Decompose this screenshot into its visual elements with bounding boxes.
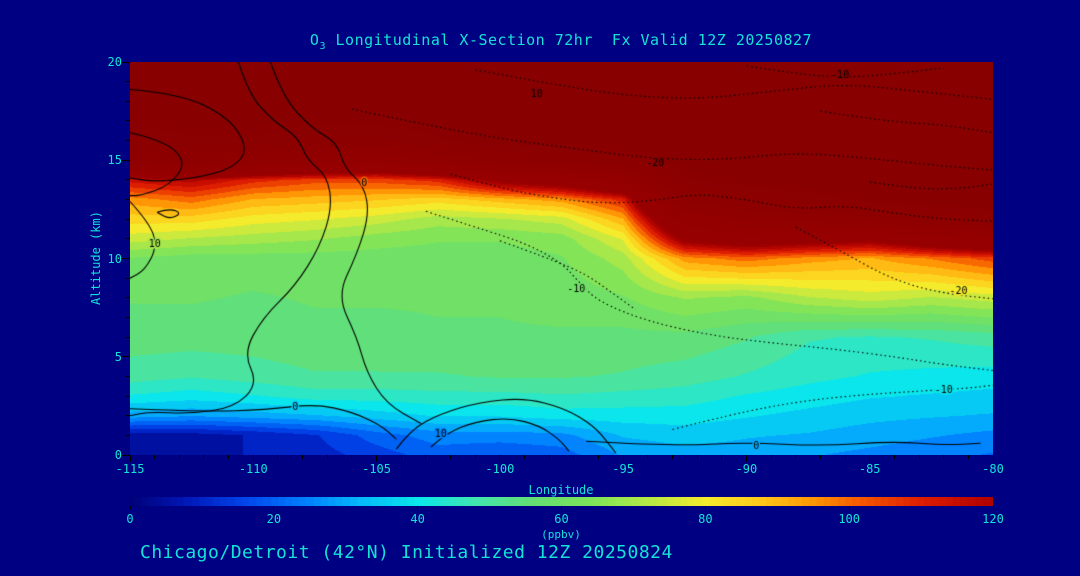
x-axis-label: Longitude bbox=[528, 483, 594, 497]
colorbar-tick-label: 40 bbox=[410, 512, 425, 526]
x-axis-tick bbox=[597, 455, 599, 459]
y-axis-tick bbox=[126, 218, 130, 220]
colorbar-tick bbox=[129, 506, 131, 509]
x-axis-tick bbox=[770, 455, 772, 459]
y-axis-tick bbox=[126, 140, 130, 142]
x-axis-tick bbox=[178, 455, 180, 459]
y-axis-tick bbox=[126, 415, 130, 417]
x-axis-tick bbox=[277, 455, 279, 459]
y-axis-tick-label: 20 bbox=[107, 55, 122, 69]
x-axis-tick bbox=[302, 455, 304, 459]
x-axis-tick bbox=[967, 455, 969, 459]
y-axis-tick bbox=[126, 395, 130, 397]
colorbar-tick bbox=[848, 506, 850, 509]
colorbar-tick-label: 80 bbox=[698, 512, 713, 526]
colorbar-units: (ppbv) bbox=[541, 528, 581, 541]
y-axis-tick bbox=[126, 100, 130, 102]
y-axis-tick bbox=[126, 179, 130, 181]
x-axis-tick-label: -100 bbox=[485, 462, 515, 476]
y-axis-tick-label: 15 bbox=[107, 153, 122, 168]
x-axis-tick bbox=[893, 455, 895, 459]
x-axis-tick-label: -115 bbox=[115, 462, 145, 476]
x-axis-tick bbox=[696, 455, 698, 459]
x-axis-tick bbox=[573, 455, 575, 459]
footer-caption: Chicago/Detroit (42°N) Initialized 12Z 2… bbox=[140, 542, 673, 563]
y-axis-tick bbox=[122, 258, 130, 259]
x-axis-tick-label: -110 bbox=[238, 462, 268, 476]
x-axis-tick bbox=[425, 455, 427, 459]
y-axis-tick bbox=[122, 454, 130, 456]
y-axis-tick-label: 5 bbox=[114, 349, 122, 364]
x-axis-tick bbox=[844, 455, 846, 459]
x-axis-tick bbox=[721, 455, 723, 459]
y-axis-tick bbox=[126, 81, 130, 83]
x-axis-tick bbox=[154, 455, 156, 459]
x-axis-tick bbox=[326, 455, 328, 459]
y-axis-tick bbox=[126, 120, 130, 122]
x-axis-tick-label: -90 bbox=[735, 462, 758, 476]
y-axis-tick-label: 10 bbox=[107, 251, 122, 266]
colorbar-tick-label: 20 bbox=[266, 512, 282, 526]
x-axis-tick bbox=[474, 455, 476, 459]
colorbar-tick-label: 60 bbox=[554, 512, 569, 526]
x-axis-tick bbox=[671, 455, 673, 459]
x-axis-tick bbox=[351, 455, 353, 459]
colorbar-tick-label: 120 bbox=[982, 512, 1004, 526]
x-axis-tick bbox=[795, 455, 797, 459]
x-axis-tick bbox=[819, 455, 821, 459]
x-axis-tick bbox=[548, 455, 550, 459]
x-axis-tick bbox=[869, 455, 871, 462]
y-axis-tick bbox=[122, 356, 130, 358]
x-axis-tick-label: -85 bbox=[858, 462, 881, 476]
contour-lines-overlay-canvas bbox=[130, 62, 993, 455]
colorbar-tick bbox=[417, 506, 419, 509]
x-axis-tick-label: -105 bbox=[362, 462, 392, 476]
chart-title-species: O bbox=[309, 31, 320, 49]
y-axis-tick bbox=[126, 238, 130, 240]
x-axis-tick bbox=[376, 455, 378, 462]
x-axis-tick bbox=[647, 455, 649, 459]
x-axis-tick-label: -80 bbox=[982, 462, 1004, 476]
colorbar-tick-label: 0 bbox=[126, 512, 134, 526]
y-axis-tick bbox=[126, 375, 130, 377]
x-axis-tick bbox=[228, 455, 230, 459]
x-axis-tick bbox=[203, 455, 205, 459]
colorbar-tick bbox=[561, 506, 562, 509]
y-axis-tick bbox=[126, 199, 130, 201]
x-axis-tick bbox=[129, 455, 131, 462]
x-axis-tick bbox=[992, 455, 994, 462]
x-axis-tick-label: -95 bbox=[612, 462, 634, 476]
y-axis-tick bbox=[126, 434, 130, 436]
x-axis-tick bbox=[622, 455, 624, 462]
x-axis-tick bbox=[499, 455, 501, 462]
chart-title: O3 Longitudinal X-Section 72hr Fx Valid … bbox=[310, 31, 812, 52]
colorbar-gradient bbox=[130, 497, 993, 506]
y-axis-tick bbox=[126, 336, 130, 338]
y-axis-tick-label: 0 bbox=[114, 448, 122, 462]
y-axis-tick bbox=[122, 61, 130, 63]
x-axis-tick bbox=[943, 455, 945, 459]
y-axis-tick bbox=[122, 159, 130, 161]
colorbar-tick bbox=[992, 506, 994, 509]
chart-title-text: Longitudinal X-Section 72hr Fx Valid 12Z… bbox=[325, 31, 813, 49]
y-axis-tick bbox=[126, 297, 130, 299]
colorbar-tick-label: 100 bbox=[838, 512, 860, 526]
x-axis-tick bbox=[252, 455, 254, 462]
x-axis-tick bbox=[524, 455, 525, 459]
colorbar-tick bbox=[704, 506, 706, 509]
colorbar-tick bbox=[273, 506, 275, 509]
x-axis-tick bbox=[450, 455, 452, 459]
x-axis-tick bbox=[400, 455, 402, 459]
x-axis-tick bbox=[918, 455, 920, 459]
x-axis-tick bbox=[745, 455, 747, 462]
chart-title-species-subscript: 3 bbox=[319, 41, 326, 52]
y-axis-tick bbox=[126, 316, 130, 318]
y-axis-tick bbox=[126, 277, 130, 279]
